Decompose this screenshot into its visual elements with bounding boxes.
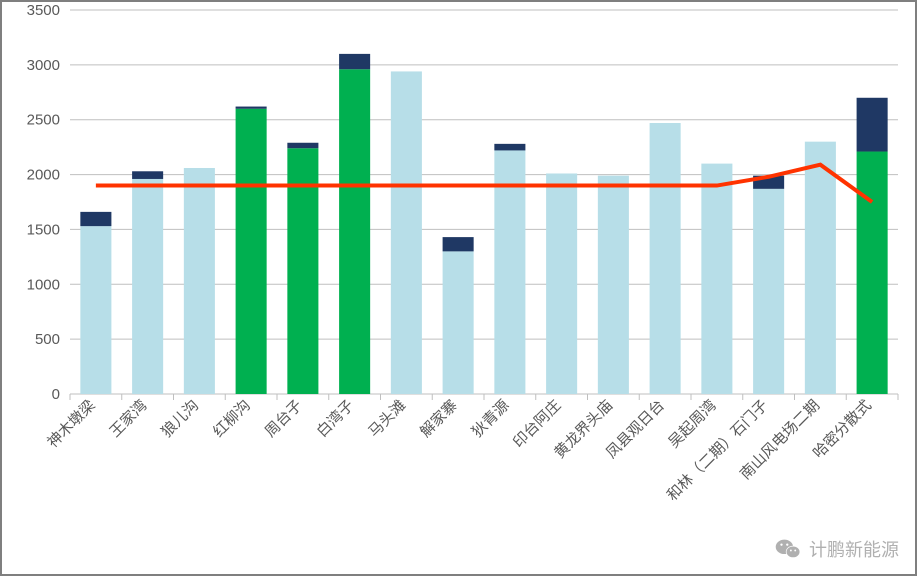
bar-segment bbox=[650, 123, 681, 394]
bar-segment bbox=[857, 98, 888, 152]
x-tick-label: 吴起周湾 bbox=[665, 397, 719, 451]
y-tick-label: 1000 bbox=[27, 276, 60, 293]
bar-segment bbox=[391, 71, 422, 394]
bar-segment bbox=[598, 176, 629, 394]
y-tick-label: 1500 bbox=[27, 221, 60, 238]
y-tick-label: 0 bbox=[52, 386, 60, 403]
bar-segment bbox=[494, 144, 525, 151]
bar-segment bbox=[132, 171, 163, 179]
bar-segment bbox=[236, 107, 267, 109]
x-tick-label: 周台子 bbox=[262, 397, 306, 441]
y-tick-label: 2000 bbox=[27, 167, 60, 184]
chart-container: 0 500 1000 1500 2000 2500 3000 3500 神木墩梁王家湾狼儿沟红柳… bbox=[0, 0, 917, 576]
x-tick-label: 红柳沟 bbox=[210, 397, 254, 441]
x-tick-label: 神木墩梁 bbox=[44, 397, 98, 451]
x-tick-label: 印台阿庄 bbox=[509, 396, 564, 451]
wechat-icon bbox=[775, 538, 801, 560]
bar-segment bbox=[701, 164, 732, 394]
x-tick-label: 狄青源 bbox=[469, 397, 513, 441]
bar-segment bbox=[132, 179, 163, 394]
bar-segment bbox=[857, 152, 888, 394]
bar-segment bbox=[287, 143, 318, 148]
y-tick-label: 3500 bbox=[27, 2, 60, 19]
y-tick-label: 500 bbox=[35, 331, 60, 348]
y-tick-label: 3000 bbox=[27, 57, 60, 74]
bar-segment bbox=[339, 54, 370, 69]
bar-segment bbox=[443, 251, 474, 394]
y-tick-label: 2500 bbox=[27, 112, 60, 129]
x-tick-label: 白湾子 bbox=[314, 397, 358, 441]
x-tick-label: 和林（二期）石门子 bbox=[664, 397, 771, 504]
bar-segment bbox=[339, 69, 370, 394]
bar-line-chart: 0 500 1000 1500 2000 2500 3000 3500 神木墩梁王家湾狼儿沟红柳… bbox=[0, 0, 917, 576]
watermark: 计鹏新能源 bbox=[775, 536, 899, 562]
bar-segment bbox=[80, 212, 111, 226]
bar-segment bbox=[443, 237, 474, 251]
bar-segment bbox=[753, 189, 784, 394]
bar-segment bbox=[805, 142, 836, 394]
bar-segment bbox=[236, 109, 267, 394]
bar-segment bbox=[184, 168, 215, 394]
x-tick-label: 狼儿沟 bbox=[158, 397, 202, 441]
bar-segment bbox=[546, 173, 577, 394]
bar-segment bbox=[80, 226, 111, 394]
watermark-text: 计鹏新能源 bbox=[809, 536, 899, 562]
x-tick-label: 解家寨 bbox=[416, 396, 461, 441]
x-tick-label: 王家湾 bbox=[107, 397, 151, 441]
x-tick-label: 马头滩 bbox=[365, 397, 409, 441]
